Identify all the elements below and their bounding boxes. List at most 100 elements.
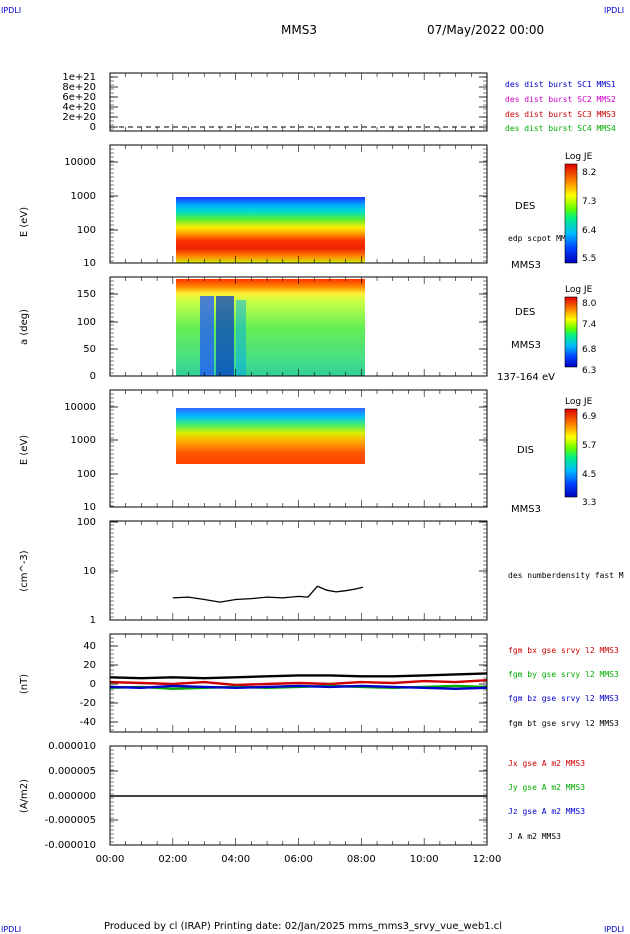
p4-cbar-tick-3: 3.3 [582,498,596,508]
p1-ytick-label: 4e+20 [62,102,96,113]
p5-ylabel: (cm^-3) [19,550,30,591]
p4-cbar-tick-0: 6.9 [582,412,597,422]
p7-legend-jy: Jy gse A m2 MMS3 [508,783,585,792]
p6-ylabel: (nT) [19,674,30,694]
p2-scpot-label: edp scpot MMS3 [508,234,576,243]
p7-ytick-label: -0.000010 [45,840,96,851]
p6-legend-bx: fgm bx gse srvy l2 MMS3 [508,646,619,655]
p4-cbar-tick-2: 4.5 [582,470,596,480]
panel-des-dist-burst: des dist burst SC1 MMS1 des dist burst S… [505,80,616,133]
p3-sc: MMS3 [511,340,541,351]
corner-label-top-left: IPDLI [1,6,21,15]
p2-cbar-tick-1: 7.3 [582,197,596,207]
p7-legend-j: J A m2 MMS3 [508,832,561,841]
corner-label-top-right: IPDLI [604,6,624,15]
p2-cbar-tick-3: 5.5 [582,254,596,264]
p2-ylabel: E (eV) [19,207,30,237]
p5-legend-density: des numberdensity fast M [508,571,624,580]
p3-ytick-label: 0 [90,371,96,382]
time-tick-label: 04:00 [221,854,250,865]
p2-ytick-label: 10000 [64,157,96,168]
p4-sc: MMS3 [511,504,541,515]
p6-field-series [109,672,488,691]
p6-ytick-label: 0 [90,679,96,690]
p4-ytick-label: 10 [83,502,96,513]
time-axis: 00:00 02:00 04:00 06:00 08:00 10:00 12:00 [96,854,502,865]
p4-ytick-label: 100 [77,469,96,480]
p3-ytick-label: 100 [77,317,96,328]
p2-cbar-title: Log JE [565,152,593,162]
p3-species: DES [515,307,535,318]
p7-ytick-label: -0.000005 [45,815,96,826]
time-tick-label: 06:00 [284,854,313,865]
p3-dropout-band-1 [200,296,214,376]
p3-cbar-title: Log JE [565,285,593,295]
time-tick-label: 10:00 [410,854,439,865]
panel-magnetic-field: (nT) fgm bx gse srvy l2 MMS3 fgm by gse … [19,646,619,728]
p1-ytick-label: 8e+20 [62,82,96,93]
time-tick-label: 00:00 [96,854,125,865]
p4-cbar-tick-1: 5.7 [582,441,596,451]
p2-ytick-label: 10 [83,258,96,269]
p7-legend-jx: Jx gse A m2 MMS3 [508,759,585,768]
panel-frames: 1e+218e+206e+204e+202e+20010000100010010… [45,72,488,851]
p7-ytick-label: 0.000010 [48,741,96,752]
p1-legend-mms4: des dist burst SC4 MMS4 [505,124,616,133]
bt-line [109,672,488,680]
p4-ylabel: E (eV) [19,435,30,465]
panel-des-energy-spectrogram: E (eV) DES edp scpot MMS3 MMS3 Log JE 8.… [19,152,597,271]
corner-label-bottom-left: IPDLI [1,925,21,934]
time-tick-label: 02:00 [158,854,187,865]
p6-ytick-label: -20 [80,698,96,709]
p1-legend-mms3: des dist burst SC3 MMS3 [505,110,616,119]
panel-des-pitch-angle: a (deg) DES MMS3 137-164 eV Log JE 8.0 7… [19,279,597,383]
spacecraft-title: MMS3 [281,23,317,37]
p4-spectrogram [176,408,365,464]
footer-text: Produced by cl (IRAP) Printing date: 02/… [104,921,502,932]
p6-legend-by: fgm by gse srvy l2 MMS3 [508,670,619,679]
time-tick-label: 08:00 [347,854,376,865]
p1-ytick-label: 1e+21 [62,72,96,83]
p5-ytick-label: 10 [83,566,96,577]
p3-cbar-tick-3: 6.3 [582,366,596,376]
p7-ylabel: (A/m2) [19,779,30,813]
p4-ytick-label: 1000 [71,435,96,446]
plot-date: 07/May/2022 00:00 [427,23,544,37]
p2-ytick-label: 100 [77,225,96,236]
p3-ylabel: a (deg) [19,309,30,345]
p2-cbar-tick-0: 8.2 [582,168,596,178]
p4-cbar-title: Log JE [565,397,593,407]
p1-ytick-label: 6e+20 [62,92,96,103]
p7-ytick-label: 0.000000 [48,791,96,802]
panel-number-density: (cm^-3) des numberdensity fast M [19,550,624,603]
time-tick-label: 12:00 [473,854,502,865]
p7-legend-jz: Jz gse A m2 MMS3 [508,807,585,816]
p3-ytick-label: 150 [77,289,96,300]
p5-ytick-label: 100 [77,517,96,528]
p3-cbar-tick-1: 7.4 [582,320,597,330]
p3-cbar-tick-0: 8.0 [582,299,597,309]
panel-dis-energy-spectrogram: E (eV) DIS MMS3 Log JE 6.9 5.7 4.5 3.3 [19,397,597,515]
p2-ytick-label: 1000 [71,191,96,202]
p5-ytick-label: 1 [90,615,96,626]
p3-dropout-band-2 [216,296,234,376]
p2-colorbar [564,163,578,264]
p6-ytick-label: 40 [83,641,96,652]
density-line [172,585,364,603]
p4-colorbar [564,408,578,498]
p3-ytick-label: 50 [83,344,96,355]
p3-cbar-tick-2: 6.8 [582,345,597,355]
p6-legend-bt: fgm bt gse srvy l2 MMS3 [508,719,619,728]
p3-energy-range: 137-164 eV [497,372,555,383]
corner-label-bottom-right: IPDLI [604,925,624,934]
p4-species: DIS [517,445,534,456]
p1-ytick-label: 0 [90,122,96,133]
p5-density-series [172,585,364,603]
p6-ytick-label: 20 [83,660,96,671]
p1-legend-mms1: des dist burst SC1 MMS1 [505,80,616,89]
p2-spectrogram [176,197,365,263]
p1-frame [109,72,488,132]
p2-sc: MMS3 [511,260,541,271]
bx-line [109,679,488,687]
